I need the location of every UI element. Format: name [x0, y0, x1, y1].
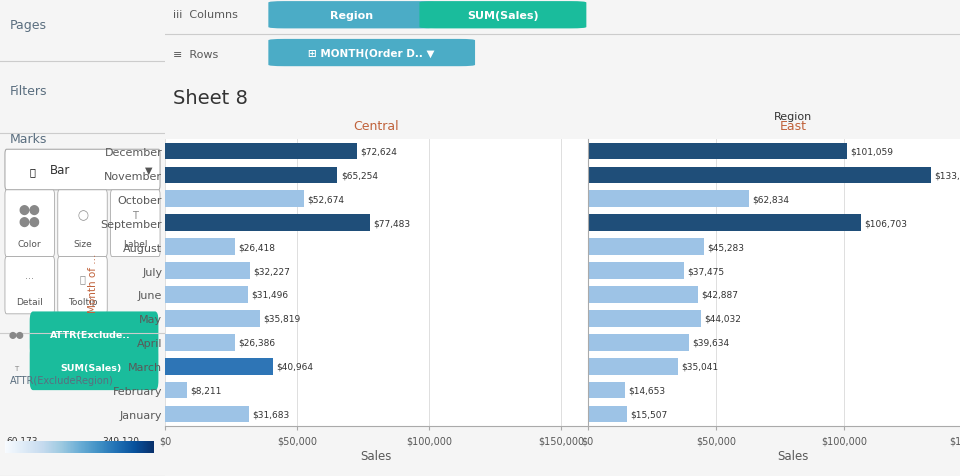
- Text: $40,964: $40,964: [276, 362, 314, 371]
- FancyBboxPatch shape: [420, 2, 587, 30]
- Text: Region: Region: [330, 11, 373, 21]
- X-axis label: Sales: Sales: [778, 449, 808, 462]
- Text: Region: Region: [774, 112, 812, 122]
- Bar: [165, 382, 186, 399]
- Bar: [588, 143, 847, 160]
- Text: $32,227: $32,227: [253, 267, 290, 276]
- Text: ◯: ◯: [77, 210, 88, 220]
- Text: $35,041: $35,041: [681, 362, 718, 371]
- Text: $62,834: $62,834: [753, 195, 789, 204]
- Text: ⊞ MONTH(Order D.. ▼: ⊞ MONTH(Order D.. ▼: [308, 49, 435, 59]
- Bar: [588, 358, 678, 375]
- Bar: [588, 310, 701, 327]
- Text: $42,887: $42,887: [701, 290, 738, 299]
- Text: $15,507: $15,507: [631, 410, 668, 419]
- Text: T: T: [14, 365, 18, 371]
- Text: $31,496: $31,496: [252, 290, 289, 299]
- Text: $26,418: $26,418: [238, 243, 276, 252]
- Text: $31,683: $31,683: [252, 410, 289, 419]
- Bar: [588, 406, 628, 423]
- Text: Label: Label: [123, 239, 148, 248]
- Text: 📊: 📊: [30, 167, 36, 177]
- Text: $106,703: $106,703: [865, 219, 908, 228]
- Text: $37,475: $37,475: [687, 267, 724, 276]
- Text: ⬤⬤: ⬤⬤: [9, 331, 24, 338]
- Text: Central: Central: [353, 120, 399, 133]
- FancyBboxPatch shape: [5, 257, 55, 314]
- Text: T: T: [132, 210, 138, 220]
- FancyBboxPatch shape: [110, 190, 160, 257]
- Bar: [588, 191, 749, 208]
- Text: ⬤⬤
⬤⬤: ⬤⬤ ⬤⬤: [19, 204, 40, 226]
- Text: Filters: Filters: [10, 85, 47, 98]
- Text: Size: Size: [73, 239, 92, 248]
- FancyBboxPatch shape: [30, 312, 158, 357]
- Bar: [165, 239, 235, 256]
- Bar: [165, 215, 370, 232]
- Text: $44,032: $44,032: [704, 314, 741, 323]
- Text: $52,674: $52,674: [307, 195, 345, 204]
- Text: Bar: Bar: [50, 164, 70, 177]
- Bar: [588, 334, 689, 351]
- Bar: [588, 167, 930, 184]
- Bar: [165, 358, 274, 375]
- Text: $14,653: $14,653: [629, 386, 665, 395]
- Text: SUM(Sales): SUM(Sales): [60, 364, 121, 372]
- X-axis label: Sales: Sales: [361, 449, 392, 462]
- Text: $39,634: $39,634: [692, 338, 730, 347]
- Text: ···: ···: [25, 274, 35, 283]
- Text: ▼: ▼: [145, 166, 153, 176]
- Bar: [588, 215, 861, 232]
- Text: $101,059: $101,059: [851, 147, 893, 156]
- Text: Sheet 8: Sheet 8: [173, 89, 248, 107]
- FancyBboxPatch shape: [5, 190, 55, 257]
- Bar: [165, 310, 259, 327]
- Bar: [165, 334, 234, 351]
- Text: $65,254: $65,254: [341, 171, 377, 180]
- Text: Detail: Detail: [16, 298, 43, 307]
- FancyBboxPatch shape: [30, 345, 158, 390]
- Text: Marks: Marks: [10, 133, 47, 146]
- Text: $45,283: $45,283: [708, 243, 744, 252]
- Text: 349,120: 349,120: [103, 436, 139, 445]
- Bar: [588, 287, 698, 303]
- Text: ≡  Rows: ≡ Rows: [173, 50, 218, 60]
- FancyBboxPatch shape: [58, 257, 108, 314]
- Text: ATTR(Exclude..: ATTR(Exclude..: [50, 330, 132, 339]
- Text: $26,386: $26,386: [238, 338, 276, 347]
- Text: $133,674: $133,674: [934, 171, 960, 180]
- Bar: [165, 167, 337, 184]
- Text: East: East: [780, 120, 806, 133]
- Text: ATTR(ExcludeRegion): ATTR(ExcludeRegion): [10, 375, 113, 385]
- FancyBboxPatch shape: [5, 150, 160, 190]
- Bar: [165, 143, 357, 160]
- Text: $72,624: $72,624: [360, 147, 397, 156]
- Bar: [165, 406, 249, 423]
- Y-axis label: Month of ...: Month of ...: [87, 253, 98, 313]
- Text: $77,483: $77,483: [373, 219, 410, 228]
- Text: Color: Color: [18, 239, 41, 248]
- Bar: [588, 382, 625, 399]
- FancyBboxPatch shape: [269, 40, 475, 67]
- Text: Pages: Pages: [10, 19, 47, 31]
- Text: iii  Columns: iii Columns: [173, 10, 238, 20]
- Bar: [588, 263, 684, 279]
- Text: $35,819: $35,819: [263, 314, 300, 323]
- Bar: [165, 263, 251, 279]
- Text: 60,173: 60,173: [7, 436, 38, 445]
- Bar: [165, 287, 249, 303]
- Text: $8,211: $8,211: [190, 386, 222, 395]
- Text: 💬: 💬: [80, 274, 85, 283]
- Text: SUM(Sales): SUM(Sales): [468, 11, 539, 21]
- Text: Tooltip: Tooltip: [68, 298, 97, 307]
- Bar: [588, 239, 704, 256]
- FancyBboxPatch shape: [58, 190, 108, 257]
- FancyBboxPatch shape: [269, 2, 435, 30]
- Bar: [165, 191, 304, 208]
